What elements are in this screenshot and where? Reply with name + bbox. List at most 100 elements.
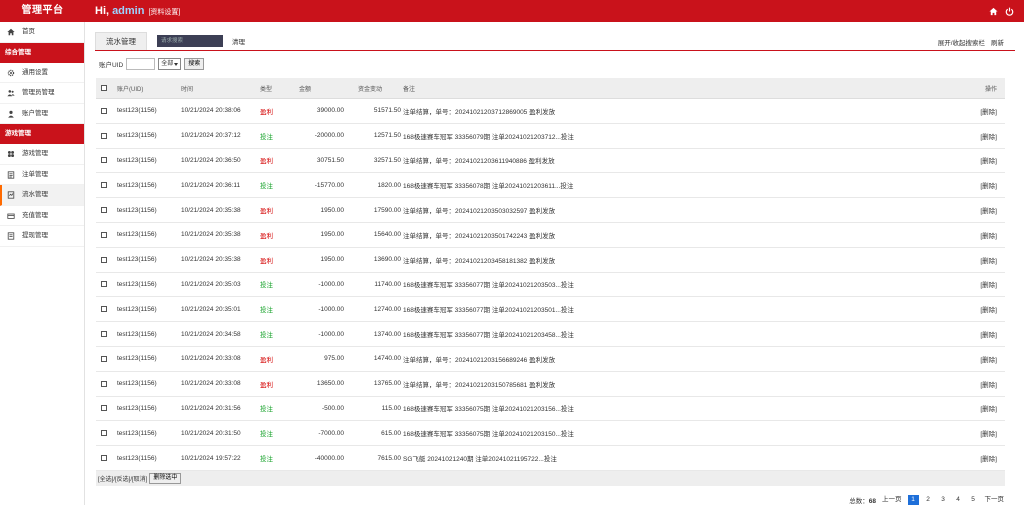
- select-toggle-links[interactable]: [全选]/[反选]/[取消]: [98, 476, 148, 483]
- cell-time: 10/21/2024 20:36:50: [181, 156, 241, 164]
- cell-time: 10/21/2024 20:36:11: [181, 181, 241, 189]
- table-row: test123(1156) 10/21/2024 20:35:03 投注 -1000.…: [96, 273, 1005, 298]
- next-page-button[interactable]: 下一页: [984, 496, 1005, 503]
- row-checkbox[interactable]: [101, 107, 107, 114]
- cell-type: 投注: [260, 456, 273, 464]
- row-checkbox[interactable]: [101, 182, 107, 189]
- delete-selected-button[interactable]: 删除选中: [149, 472, 182, 484]
- table-row: test123(1156) 10/21/2024 20:38:06 盈利 39000.…: [96, 99, 1005, 124]
- table-row: test123(1156) 10/21/2024 20:31:50 投注 -7000.…: [96, 421, 1005, 447]
- delete-row-link[interactable]: [删除]: [980, 332, 997, 340]
- delete-row-link[interactable]: [删除]: [980, 183, 997, 191]
- prev-page-button[interactable]: 上一页: [882, 496, 902, 503]
- delete-row-link[interactable]: [删除]: [980, 356, 997, 364]
- cell-uid: test123(1156): [117, 305, 157, 313]
- delete-row-link[interactable]: [删除]: [980, 232, 997, 240]
- page-1-button[interactable]: 1: [907, 495, 919, 505]
- cell-note: 168极速赛车冠军 33356077期 注单20241021203501...投…: [403, 307, 574, 315]
- clear-tabs-button[interactable]: 清理: [232, 39, 245, 46]
- tab-search-input[interactable]: 请求搜索: [157, 35, 223, 47]
- cell-uid: test123(1156): [117, 132, 157, 140]
- page-3-button[interactable]: 3: [941, 496, 945, 503]
- sidebar-group-general[interactable]: 综合管理: [0, 42, 84, 63]
- sidebar-item-home[interactable]: 首页: [0, 22, 84, 43]
- cell-balance: 13690.00: [373, 256, 401, 264]
- row-checkbox[interactable]: [101, 405, 107, 412]
- type-select[interactable]: 全部: [158, 57, 182, 70]
- toggle-search-link[interactable]: 展开/收起搜索栏: [937, 40, 985, 47]
- delete-row-link[interactable]: [删除]: [980, 257, 997, 265]
- delete-row-link[interactable]: [删除]: [980, 406, 997, 414]
- select-all-checkbox[interactable]: [101, 85, 107, 91]
- sidebar-group-game[interactable]: 游戏管理: [0, 124, 84, 144]
- search-button[interactable]: 搜索: [184, 57, 205, 70]
- delete-row-link[interactable]: [删除]: [980, 108, 997, 116]
- cell-note: 注单结算，单号：20241021203611940886 盈利发放: [403, 158, 555, 166]
- row-checkbox[interactable]: [101, 157, 107, 164]
- delete-row-link[interactable]: [删除]: [980, 208, 997, 216]
- recharge-icon: [7, 212, 15, 220]
- cell-balance: 32571.50: [373, 156, 401, 164]
- sidebar-item-games[interactable]: 游戏管理: [0, 144, 84, 165]
- cell-balance: 13740.00: [373, 330, 401, 338]
- row-checkbox[interactable]: [101, 132, 107, 139]
- sidebar-item-settings[interactable]: 通用设置: [0, 63, 84, 83]
- refresh-link[interactable]: 刷新: [991, 40, 1004, 47]
- row-checkbox[interactable]: [101, 306, 107, 313]
- tab-flow-management[interactable]: 流水管理: [95, 32, 147, 50]
- sidebar-item-bets[interactable]: 注单管理: [0, 165, 84, 185]
- page-2-button[interactable]: 2: [926, 496, 930, 503]
- uid-input[interactable]: [126, 57, 156, 70]
- sidebar-item-accounts[interactable]: 账户管理: [0, 104, 84, 124]
- delete-row-link[interactable]: [删除]: [980, 133, 997, 141]
- row-checkbox[interactable]: [101, 331, 107, 338]
- delete-row-link[interactable]: [删除]: [980, 381, 997, 389]
- power-icon[interactable]: [1005, 7, 1014, 16]
- cell-balance: 12571.50: [373, 132, 401, 140]
- cell-balance: 615.00: [381, 429, 401, 437]
- sidebar-item-recharge[interactable]: 充值管理: [0, 206, 84, 226]
- sidebar-item-admins[interactable]: 管理员管理: [0, 83, 84, 104]
- table-row: test123(1156) 10/21/2024 20:34:58 投注 -1000.…: [96, 322, 1005, 347]
- delete-row-link[interactable]: [删除]: [980, 431, 997, 439]
- row-checkbox[interactable]: [101, 355, 107, 362]
- row-checkbox[interactable]: [101, 430, 107, 437]
- row-checkbox[interactable]: [101, 455, 107, 462]
- cell-type: 盈利: [260, 208, 273, 216]
- row-checkbox[interactable]: [101, 207, 107, 214]
- cell-uid: test123(1156): [117, 330, 157, 338]
- profile-settings-link[interactable]: [资料设置]: [148, 9, 181, 16]
- cell-amount: -500.00: [321, 404, 344, 412]
- table-row: test123(1156) 10/21/2024 20:35:38 盈利 1950.0…: [96, 198, 1005, 223]
- delete-row-link[interactable]: [删除]: [980, 456, 997, 464]
- sidebar-item-flow[interactable]: 流水管理: [0, 185, 84, 206]
- delete-row-link[interactable]: [删除]: [980, 282, 997, 290]
- header-op: 操作: [984, 86, 997, 93]
- page-4-button[interactable]: 4: [956, 496, 960, 503]
- cell-note: 168极速赛车冠军 33356078期 注单20241021203611...投…: [403, 183, 574, 191]
- cell-note: 168极速赛车冠军 33356075期 注单20241021203156...投…: [403, 406, 574, 414]
- row-checkbox[interactable]: [101, 256, 107, 263]
- sidebar-item-label: 游戏管理: [22, 150, 48, 157]
- delete-row-link[interactable]: [删除]: [980, 307, 997, 315]
- cell-uid: test123(1156): [117, 280, 157, 288]
- page-5-button[interactable]: 5: [971, 496, 975, 503]
- sidebar-item-withdraw[interactable]: 提现管理: [0, 226, 84, 247]
- sidebar-item-label: 首页: [22, 28, 35, 35]
- cell-type: 投注: [260, 282, 273, 290]
- delete-row-link[interactable]: [删除]: [980, 158, 997, 166]
- home-icon[interactable]: [989, 7, 998, 16]
- cell-time: 10/21/2024 20:35:01: [181, 305, 241, 313]
- table-row: test123(1156) 10/21/2024 19:57:22 投注 -40000…: [96, 446, 1005, 471]
- cell-time: 10/21/2024 20:35:38: [181, 231, 241, 239]
- row-checkbox[interactable]: [101, 380, 107, 387]
- row-checkbox[interactable]: [101, 231, 107, 238]
- row-checkbox[interactable]: [101, 281, 107, 288]
- users-icon: [7, 89, 15, 97]
- flow-icon: [7, 191, 15, 199]
- flow-table: 账户(UID) 时间 类型 金额 资金变动 备注 操作 test123(1156…: [96, 78, 1005, 486]
- sidebar-item-label: 提现管理: [22, 232, 48, 239]
- cell-balance: 51571.50: [373, 107, 401, 115]
- cell-uid: test123(1156): [117, 231, 157, 239]
- uid-label: 账户UID: [99, 61, 124, 69]
